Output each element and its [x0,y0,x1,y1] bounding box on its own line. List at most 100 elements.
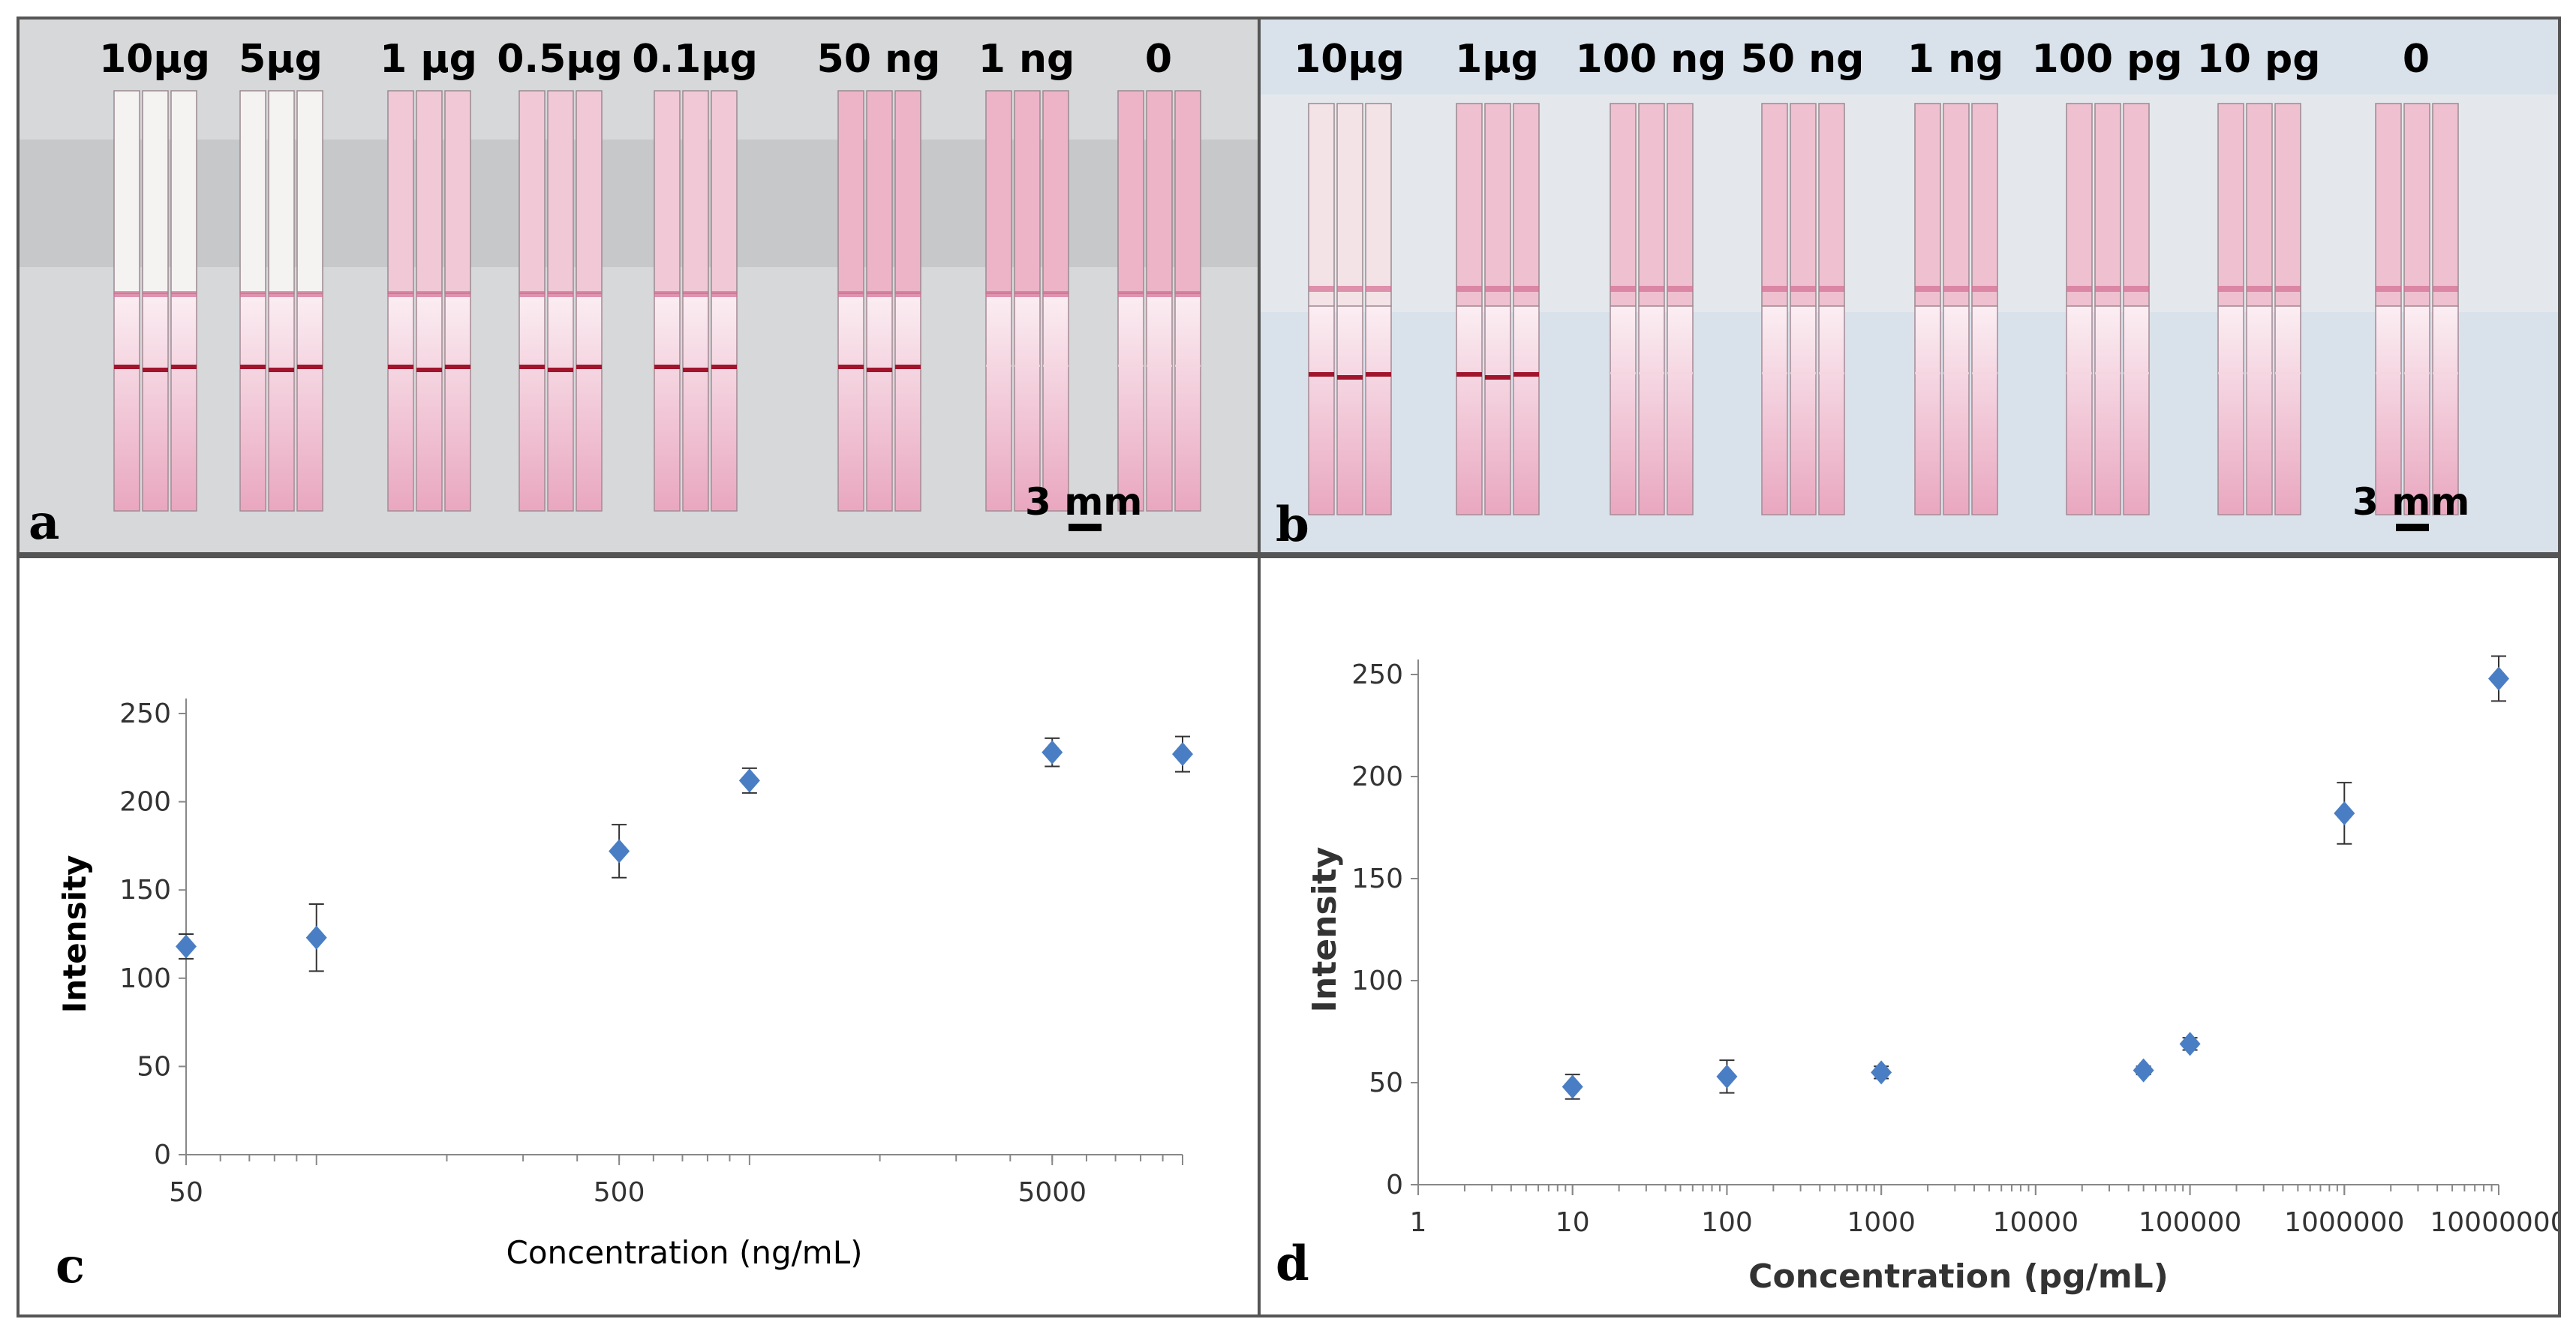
concentration-label: 0 [2403,37,2430,82]
control-line [1366,286,1391,292]
x-tick-label: 1000000 [2284,1207,2404,1238]
strip-membrane [711,293,738,512]
control-line [1819,286,1844,292]
strip-pad [2094,103,2121,307]
y-tick-label: 250 [1351,659,1403,690]
control-line [2124,286,2149,292]
strip-membrane [268,293,295,512]
strip-pad [268,90,295,294]
strip-membrane [1117,293,1144,512]
control-line [1610,286,1636,292]
control-line [240,291,266,297]
strip-pad [2066,103,2093,307]
y-tick-label: 150 [119,875,171,906]
strip-membrane [2375,305,2402,515]
faint-line [986,365,1011,367]
test-line [519,365,545,369]
strip-membrane [1174,293,1201,512]
strip-membrane [1365,305,1392,515]
panel-label: a [29,494,59,551]
control-line [445,291,470,297]
data-point [1042,740,1063,765]
x-tick-label: 5000 [1017,1177,1087,1208]
strip-pad [1818,103,1845,307]
scale-bar [1069,524,1102,531]
faint-line [2275,372,2301,374]
faint-line [1175,365,1201,367]
strip-membrane [142,293,169,512]
control-line [1337,286,1363,292]
strip-pad [519,90,546,294]
scale-label: 3 mm [2352,480,2469,524]
strip-membrane [866,293,893,512]
strip-membrane [2094,305,2121,515]
panel-label: d [1276,1236,1309,1292]
strip-membrane [170,293,197,512]
strip-pad [142,90,169,294]
strip-membrane [113,293,140,512]
data-point [609,839,630,864]
control-line [2376,286,2401,292]
control-line [986,291,1011,297]
strip-pad [1484,103,1511,307]
test-line [1337,375,1363,380]
strip-membrane [1484,305,1511,515]
data-point [2179,1032,2201,1056]
y-tick-label: 100 [1351,966,1403,996]
strip-membrane [682,293,709,512]
test-line [683,368,708,372]
test-line [1309,372,1334,377]
strip-pad [239,90,266,294]
y-tick-label: 200 [119,787,171,818]
strip-membrane [1336,305,1363,515]
control-line [1513,286,1539,292]
test-line [1513,372,1539,377]
strip-membrane [837,293,864,512]
strip-pad [1513,103,1540,307]
x-tick-label: 1 [1410,1207,1427,1238]
control-line [171,291,197,297]
strip-pad [1943,103,1970,307]
scale-label: 3 mm [1025,480,1142,524]
test-line [388,365,413,369]
y-tick-label: 50 [137,1051,171,1082]
faint-line [1762,372,1787,374]
strip-pad [2403,103,2430,307]
test-line [143,368,168,372]
test-line [1366,372,1391,377]
strip-pad [711,90,738,294]
y-tick-label: 50 [1369,1068,1403,1098]
strip-membrane [387,293,414,512]
faint-line [1943,372,1969,374]
panel-b-photo: 10µg 1µg 100 ng 50 ng 1 ng 100 pg 10 pg 0 b 3 mm [1258,17,2561,555]
x-tick-label: 10 [1556,1207,1590,1238]
faint-line [2067,372,2092,374]
strip-pad [866,90,893,294]
strip-membrane [547,293,574,512]
control-line [1309,286,1334,292]
strip-membrane [1790,305,1817,515]
concentration-label: 50 ng [817,37,941,82]
data-point [305,925,327,950]
control-line [2095,286,2121,292]
test-line [114,365,140,369]
strip-membrane [239,293,266,512]
faint-line [1610,372,1636,374]
strip-pad [2217,103,2244,307]
y-tick-label: 200 [1351,762,1403,792]
strip-pad [1336,103,1363,307]
chart-c: 0 50 100 150 200 250 50 500 5000 Concentration (n… [56,699,1193,1294]
panel-label: b [1276,497,1309,552]
control-line [1639,286,1664,292]
faint-line [1043,365,1069,367]
concentration-label: 0.5µg [497,37,623,82]
control-line [1762,286,1787,292]
strip-pad [1042,90,1069,294]
test-line [445,365,470,369]
panel-d-chart: 0 50 100 150 200 250 1 10 100 1000 10000 100000 1000… [1258,555,2561,1317]
data-point [2133,1058,2154,1083]
control-line [895,291,921,297]
faint-line [1639,372,1664,374]
x-tick-label: 500 [594,1177,645,1208]
test-line [240,365,266,369]
